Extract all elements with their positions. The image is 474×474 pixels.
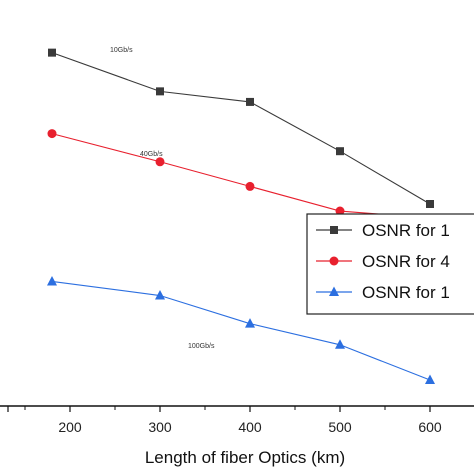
x-tick-label: 400 — [238, 419, 262, 435]
data-point — [336, 147, 344, 156]
legend-marker — [329, 256, 339, 266]
data-point — [246, 97, 254, 106]
data-point — [156, 87, 164, 96]
data-point — [48, 48, 56, 57]
series-1 — [48, 48, 434, 208]
data-point — [245, 181, 255, 191]
series-annotation: 40Gb/s — [140, 151, 163, 158]
x-tick-label: 200 — [58, 419, 82, 435]
data-point — [47, 129, 57, 139]
data-point — [155, 157, 165, 167]
chart-axes: 200 300 400 500 600 — [0, 405, 474, 435]
legend-marker — [330, 226, 338, 234]
data-point — [426, 200, 434, 208]
data-point — [245, 318, 255, 328]
x-tick-label: 600 — [418, 419, 442, 435]
legend-entry: OSNR for 1 — [316, 283, 450, 302]
x-tick-label: 300 — [148, 419, 172, 435]
chart-legend: OSNR for 1 OSNR for 4 OSNR for 1 — [306, 213, 474, 315]
series-annotation: 100Gb/s — [188, 343, 215, 350]
series-3 — [47, 275, 435, 384]
legend-label: OSNR for 4 — [362, 252, 450, 271]
chart-annotations: 10Gb/s 40Gb/s 100Gb/s — [110, 47, 215, 350]
x-axis-label: Length of fiber Optics (km) — [145, 448, 345, 467]
legend-label: OSNR for 1 — [362, 221, 450, 240]
data-point — [47, 275, 57, 286]
data-point — [335, 339, 345, 349]
legend-entry: OSNR for 1 — [316, 221, 450, 240]
legend-marker — [329, 286, 339, 296]
legend-label: OSNR for 1 — [362, 283, 450, 302]
data-point — [425, 374, 435, 384]
legend-entry: OSNR for 4 — [316, 252, 450, 271]
series-line — [51, 52, 431, 205]
series-line — [51, 133, 431, 219]
series-annotation: 10Gb/s — [110, 47, 133, 54]
data-point — [155, 290, 165, 300]
data-point — [335, 206, 345, 216]
series-2 — [47, 129, 435, 223]
x-tick-label: 500 — [328, 419, 352, 435]
